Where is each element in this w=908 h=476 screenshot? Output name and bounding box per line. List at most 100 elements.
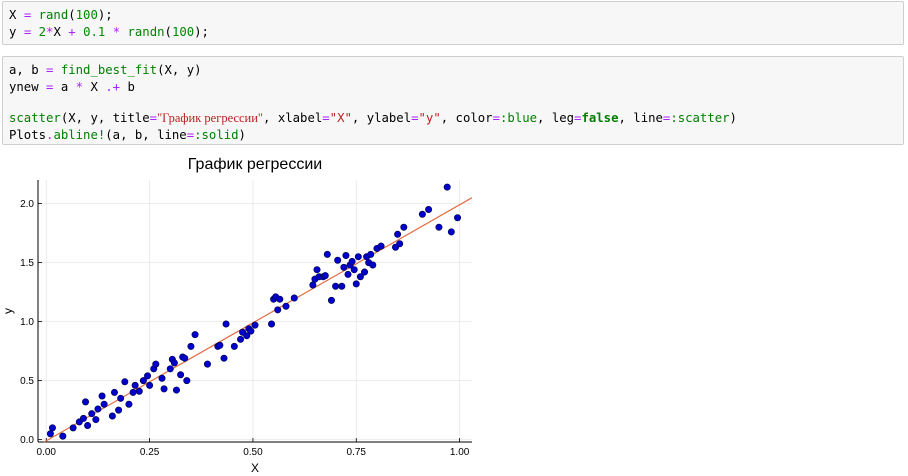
x-tick-label: 1.00 xyxy=(450,447,470,458)
code-token: = xyxy=(23,24,32,39)
data-point xyxy=(187,342,195,350)
data-point xyxy=(46,430,54,438)
data-point xyxy=(181,354,189,362)
data-point xyxy=(425,206,433,214)
code-token: = xyxy=(492,111,500,126)
x-axis-label: X xyxy=(251,461,259,475)
data-point xyxy=(115,406,123,414)
code-token: = xyxy=(46,79,54,94)
data-point xyxy=(251,321,259,329)
data-point xyxy=(203,360,211,368)
data-point xyxy=(338,282,346,290)
code-token xyxy=(53,63,60,77)
data-point xyxy=(394,230,402,238)
code-token: X xyxy=(83,79,106,94)
data-point xyxy=(166,365,174,373)
y-tick-label: 0.5 xyxy=(20,376,34,387)
data-point xyxy=(121,378,129,386)
data-point xyxy=(222,320,230,328)
code-token: = xyxy=(46,63,54,77)
code-token: (X, y, title xyxy=(60,111,150,126)
data-point xyxy=(367,250,375,258)
data-point xyxy=(216,341,224,349)
code-token: "y" xyxy=(418,111,441,126)
code-token: Plots xyxy=(9,127,47,142)
code-token: , line xyxy=(618,111,663,126)
data-point xyxy=(377,242,385,250)
code-token: (X, y) xyxy=(157,63,202,77)
data-point xyxy=(94,405,102,413)
chart-title: График регрессии xyxy=(188,156,322,173)
x-tick-label: 0.75 xyxy=(347,447,367,458)
code-token: b xyxy=(120,79,135,94)
data-point xyxy=(327,296,335,304)
x-tick-label: 0.25 xyxy=(140,447,160,458)
code-token: X xyxy=(53,24,69,39)
code-token: 0.1 xyxy=(83,24,106,39)
code-token: , xlabel xyxy=(263,111,323,126)
code-token: = xyxy=(411,111,419,126)
code-token: .+ xyxy=(105,79,121,94)
code-token: ); xyxy=(97,8,113,22)
code-line: a, b = find_best_fit(X, y) xyxy=(9,62,897,79)
code-token: :scatter xyxy=(670,111,730,126)
code-token: 100 xyxy=(75,8,98,22)
data-point xyxy=(84,421,92,429)
code-token xyxy=(31,25,38,39)
code-token: + xyxy=(68,24,76,39)
data-point xyxy=(342,252,350,260)
data-point xyxy=(369,261,377,269)
code-token xyxy=(105,25,112,39)
code-token: rand xyxy=(38,8,69,22)
code-token: ynew xyxy=(9,79,47,94)
code-token: * xyxy=(75,79,84,94)
code-token: = xyxy=(662,111,671,126)
data-point xyxy=(135,387,143,395)
code-token: ( xyxy=(68,8,76,22)
code-token: ) xyxy=(238,127,246,142)
data-point xyxy=(313,266,321,274)
data-point xyxy=(332,282,340,290)
y-tick-label: 1.5 xyxy=(20,258,34,269)
data-point xyxy=(435,223,443,231)
data-point xyxy=(170,359,178,367)
data-point xyxy=(100,400,108,408)
y-tick-labels: 0.0 0.5 1.0 1.5 2.0 xyxy=(20,199,34,446)
code-line: Plots.abline!(a, b, line=:solid) xyxy=(9,127,897,144)
data-point xyxy=(79,414,87,422)
data-point xyxy=(69,424,77,432)
code-line: ynew = a * X .+ b xyxy=(9,79,897,96)
code-cell-2[interactable]: a, b = find_best_fit(X, y) ynew = a * X .… xyxy=(2,56,904,145)
data-point xyxy=(340,263,348,271)
data-point xyxy=(247,327,255,335)
data-point xyxy=(276,295,284,303)
data-point xyxy=(350,266,358,274)
code-token: (a, b, line xyxy=(105,127,187,142)
code-token: a, b xyxy=(9,63,47,77)
code-line xyxy=(9,95,897,110)
code-token: y xyxy=(9,24,24,39)
code-token xyxy=(120,25,127,39)
data-point xyxy=(82,398,90,406)
data-point xyxy=(144,372,152,380)
x-tick-label: 0.00 xyxy=(37,447,57,458)
code-line: y = 2*X + 0.1 * randn(100); xyxy=(9,24,897,41)
code-token: , leg xyxy=(537,111,575,126)
data-point xyxy=(321,272,329,280)
data-point xyxy=(354,253,362,261)
data-point xyxy=(48,424,56,432)
code-token: * xyxy=(46,24,54,39)
code-token: "График регрессии" xyxy=(157,111,264,126)
data-point xyxy=(352,280,360,288)
code-token: = xyxy=(149,111,158,126)
data-point xyxy=(443,183,451,191)
code-token: , color xyxy=(440,111,493,126)
code-token: = xyxy=(322,111,330,126)
data-point xyxy=(396,240,404,248)
code-token: . xyxy=(46,127,54,142)
code-line: X = rand(100); xyxy=(9,7,897,24)
code-token: "X" xyxy=(329,111,352,126)
data-point xyxy=(230,342,238,350)
code-cell-1[interactable]: X = rand(100); y = 2*X + 0.1 * randn(100)… xyxy=(2,1,904,45)
data-point xyxy=(290,294,298,302)
